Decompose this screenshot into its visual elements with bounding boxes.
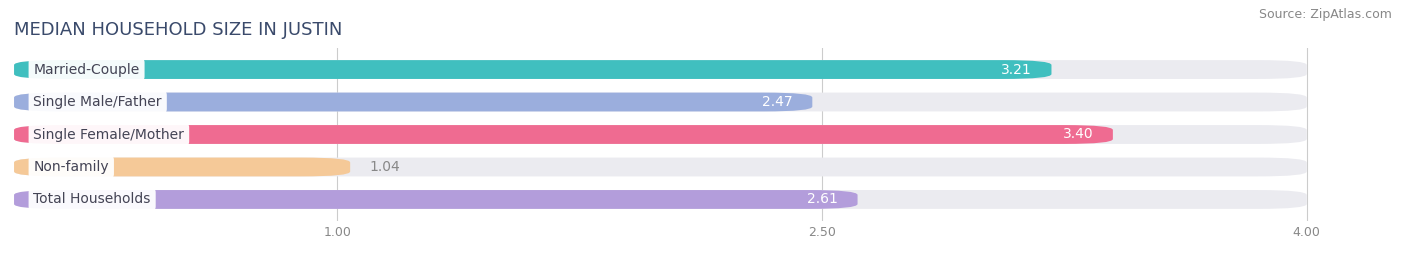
FancyBboxPatch shape [14,60,1052,79]
Text: Single Male/Father: Single Male/Father [34,95,162,109]
Text: 3.21: 3.21 [1001,62,1032,77]
Text: Total Households: Total Households [34,192,150,207]
Text: 2.47: 2.47 [762,95,793,109]
Text: Married-Couple: Married-Couple [34,62,139,77]
FancyBboxPatch shape [14,93,1306,111]
Text: Non-family: Non-family [34,160,110,174]
FancyBboxPatch shape [14,93,813,111]
Text: Single Female/Mother: Single Female/Mother [34,128,184,141]
FancyBboxPatch shape [14,190,1306,209]
Text: Source: ZipAtlas.com: Source: ZipAtlas.com [1258,8,1392,21]
Text: 3.40: 3.40 [1063,128,1094,141]
FancyBboxPatch shape [14,125,1306,144]
FancyBboxPatch shape [14,125,1114,144]
Text: 1.04: 1.04 [370,160,401,174]
Text: 2.61: 2.61 [807,192,838,207]
FancyBboxPatch shape [14,190,858,209]
FancyBboxPatch shape [14,60,1306,79]
Text: MEDIAN HOUSEHOLD SIZE IN JUSTIN: MEDIAN HOUSEHOLD SIZE IN JUSTIN [14,20,343,38]
FancyBboxPatch shape [14,158,350,176]
FancyBboxPatch shape [14,158,1306,176]
